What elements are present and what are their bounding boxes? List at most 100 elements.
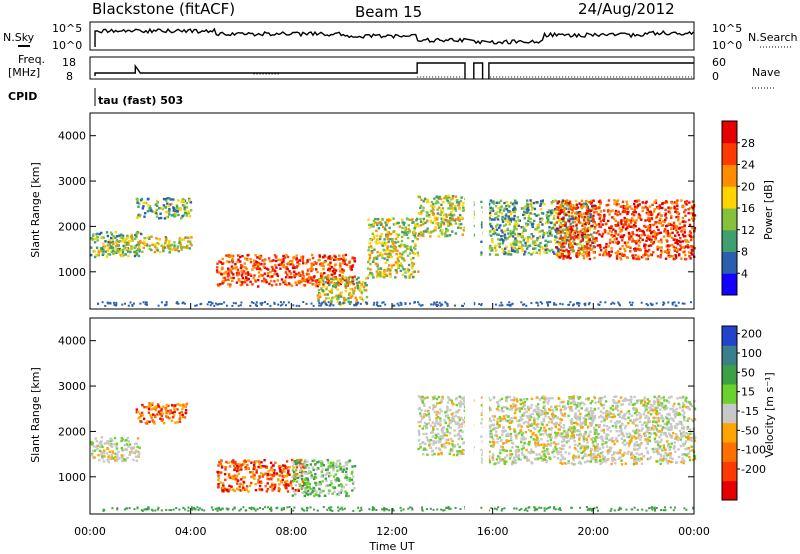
scatter-cell (166, 246, 170, 249)
scatter-cell (429, 424, 433, 427)
scatter-cell (513, 224, 516, 228)
scatter-cell (458, 218, 461, 221)
scatter-cell (427, 231, 430, 234)
scatter-cell (455, 403, 458, 407)
scatter-cell (660, 397, 663, 400)
scatter-cell (447, 234, 450, 237)
scatter-cell (130, 448, 134, 451)
scatter-cell (228, 255, 231, 259)
scatter-cell (526, 240, 529, 243)
scatter-cell (180, 248, 183, 251)
scatter-cell (683, 434, 686, 437)
scatter-cell (278, 465, 281, 468)
scatter-cell (654, 199, 658, 202)
scatter-cell (589, 201, 592, 204)
scatter-cell (221, 488, 225, 492)
scatter-cell (514, 461, 518, 464)
scatter-cell (494, 253, 498, 256)
scatter-cell (166, 202, 169, 205)
scatter-cell (564, 255, 567, 258)
scatter-cell (514, 237, 517, 240)
scatter-cell (411, 221, 414, 224)
scatter-cell (108, 457, 112, 461)
scatter-cell (112, 249, 115, 253)
scatter-cell (318, 263, 322, 266)
scatter-cell (362, 286, 366, 289)
scatter-cell (578, 242, 582, 246)
scatter-cell (234, 462, 237, 466)
scatter-cell (689, 212, 692, 215)
scatter-cell (598, 304, 601, 306)
scatter-cell (173, 214, 177, 217)
scatter-cell (228, 285, 232, 288)
scatter-cell (490, 209, 493, 212)
scatter-cell (691, 246, 694, 249)
scatter-cell (616, 242, 619, 245)
scatter-cell (105, 231, 109, 234)
scatter-cell (263, 277, 266, 280)
scatter-cell (507, 253, 510, 256)
scatter-cell (444, 421, 447, 424)
scatter-cell (419, 304, 422, 307)
scatter-cell (588, 228, 591, 232)
scatter-cell (461, 437, 464, 441)
scatter-cell (314, 473, 317, 476)
scatter-cell (244, 266, 247, 269)
scatter-cell (106, 447, 109, 450)
scatter-cell (431, 430, 434, 433)
nsky-trace (94, 27, 695, 47)
scatter-cell (110, 250, 113, 254)
scatter-cell (598, 244, 602, 247)
scatter-cell (130, 236, 133, 239)
scatter-cell (401, 218, 404, 221)
scatter-cell (544, 396, 547, 399)
scatter-cell (575, 203, 578, 206)
scatter-cell (231, 304, 234, 307)
scatter-cell (568, 252, 571, 255)
scatter-cell (445, 198, 449, 201)
scatter-cell (637, 227, 641, 231)
scatter-cell (135, 442, 138, 445)
scatter-cell (569, 301, 572, 304)
scatter-cell (379, 252, 382, 255)
scatter-cell (322, 285, 325, 288)
scatter-cell (178, 207, 181, 210)
scatter-cell (269, 275, 272, 279)
scatter-cell (236, 260, 239, 264)
scatter-cell (344, 258, 347, 261)
scatter-cell (275, 255, 278, 258)
scatter-cell (136, 231, 139, 234)
scatter-cell (429, 220, 433, 224)
scatter-cell (621, 244, 624, 248)
scatter-cell (526, 223, 530, 226)
scatter-cell (461, 452, 464, 455)
scatter-cell (481, 302, 483, 305)
scatter-cell (189, 242, 192, 245)
scatter-cell (638, 420, 642, 424)
scatter-cell (317, 460, 320, 464)
scatter-cell (583, 226, 587, 229)
scatter-cell (336, 300, 340, 304)
scatter-cell (307, 466, 311, 470)
scatter-cell (554, 211, 558, 215)
scatter-cell (232, 273, 235, 276)
scatter-cell (367, 249, 370, 252)
scatter-cell (692, 208, 695, 212)
scatter-cell (109, 246, 112, 250)
scatter-cell (151, 402, 154, 405)
scatter-cell (310, 302, 313, 305)
scatter-cell (654, 222, 657, 225)
scatter-cell (93, 449, 97, 452)
scatter-cell (131, 239, 134, 242)
scatter-cell (492, 202, 495, 205)
scatter-cell (126, 241, 129, 245)
scatter-cell (141, 403, 144, 407)
scatter-cell (181, 214, 184, 218)
scatter-cell (292, 490, 296, 493)
scatter-cell (217, 464, 220, 467)
scatter-cell (558, 241, 562, 244)
scatter-cell (646, 227, 650, 230)
scatter-cell (537, 244, 540, 247)
scatter-cell (520, 246, 523, 249)
scatter-cell (610, 462, 613, 466)
